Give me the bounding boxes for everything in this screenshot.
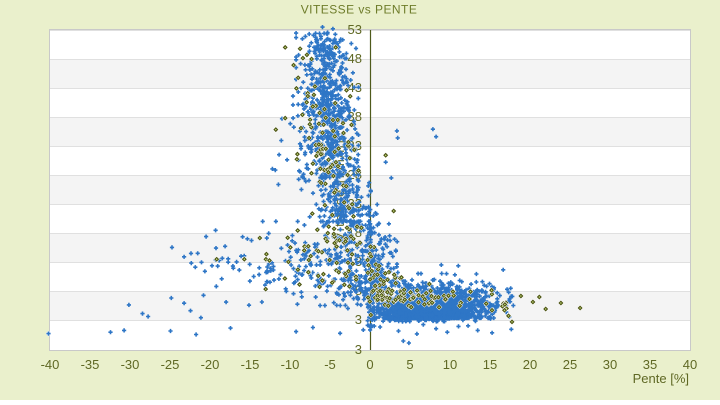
svg-text:30: 30 [603,357,617,372]
svg-text:25: 25 [563,357,577,372]
svg-text:-35: -35 [81,357,100,372]
svg-text:15: 15 [483,357,497,372]
svg-text:3: 3 [355,312,362,327]
svg-text:-25: -25 [161,357,180,372]
svg-text:38: 38 [348,109,362,124]
svg-text:Pente [%]: Pente [%] [633,371,689,386]
svg-text:-30: -30 [121,357,140,372]
svg-text:53: 53 [348,22,362,37]
svg-text:10: 10 [443,357,457,372]
svg-text:VITESSE vs PENTE: VITESSE vs PENTE [301,3,418,17]
svg-text:-40: -40 [41,357,60,372]
svg-text:40: 40 [683,357,697,372]
svg-text:3: 3 [355,342,362,357]
svg-text:0: 0 [366,357,373,372]
svg-text:-10: -10 [281,357,300,372]
svg-text:-15: -15 [241,357,260,372]
svg-text:48: 48 [348,51,362,66]
svg-text:-5: -5 [324,357,336,372]
svg-text:20: 20 [523,357,537,372]
svg-text:5: 5 [406,357,413,372]
svg-text:35: 35 [643,357,657,372]
svg-text:-20: -20 [201,357,220,372]
